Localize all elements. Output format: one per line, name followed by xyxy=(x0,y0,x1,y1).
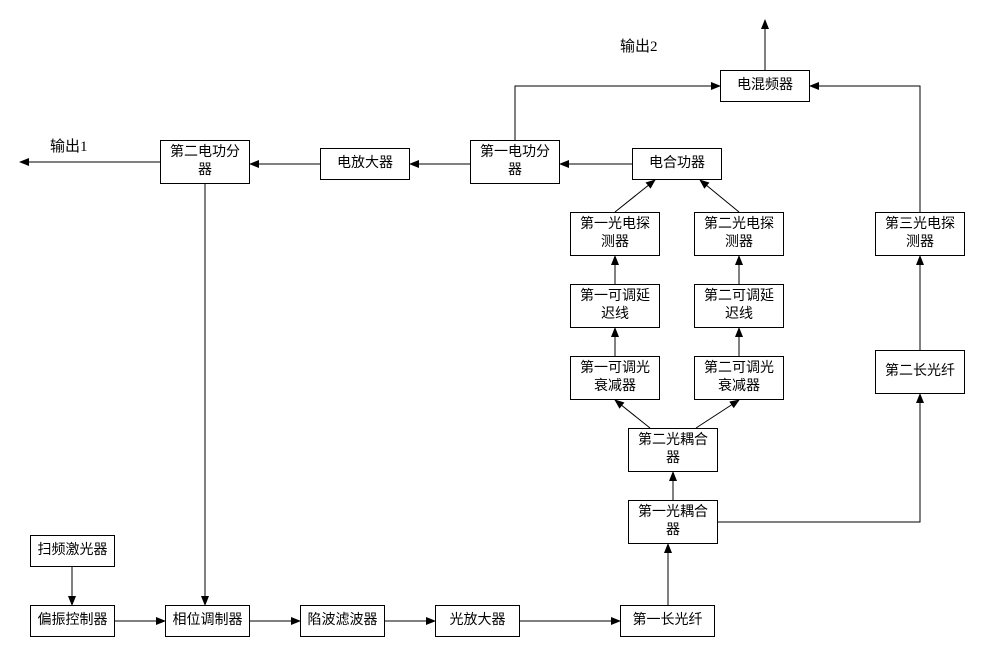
node-det3: 第三光电探 测器 xyxy=(875,212,965,256)
node-sweep-laser: 扫频激光器 xyxy=(30,535,115,567)
node-splitter2: 第二电功分 器 xyxy=(160,140,250,184)
node-coupler2: 第二光耦合 器 xyxy=(628,428,718,472)
node-fiber2: 第二长光纤 xyxy=(875,350,965,394)
node-pol-ctrl: 偏振控制器 xyxy=(30,605,115,637)
output2-label: 输出2 xyxy=(620,35,658,56)
node-opt-amp: 光放大器 xyxy=(435,605,520,637)
node-fiber1: 第一长光纤 xyxy=(620,605,715,637)
node-splitter1: 第一电功分 器 xyxy=(470,140,560,184)
node-det2: 第二光电探 测器 xyxy=(694,212,784,256)
node-delay1: 第一可调延 迟线 xyxy=(570,284,660,328)
node-atten1: 第一可调光 衰减器 xyxy=(570,356,660,400)
node-phase-mod: 相位调制器 xyxy=(165,605,250,637)
node-delay2: 第二可调延 迟线 xyxy=(694,284,784,328)
node-notch-filter: 陷波滤波器 xyxy=(300,605,385,637)
node-combiner: 电合功器 xyxy=(632,148,722,180)
node-atten2: 第二可调光 衰减器 xyxy=(694,356,784,400)
node-coupler1: 第一光耦合 器 xyxy=(628,500,718,544)
arrows-layer xyxy=(0,0,1000,659)
node-e-amp: 电放大器 xyxy=(320,148,410,180)
output1-label: 输出1 xyxy=(50,135,88,156)
node-mixer: 电混频器 xyxy=(720,70,810,102)
node-det1: 第一光电探 测器 xyxy=(570,212,660,256)
